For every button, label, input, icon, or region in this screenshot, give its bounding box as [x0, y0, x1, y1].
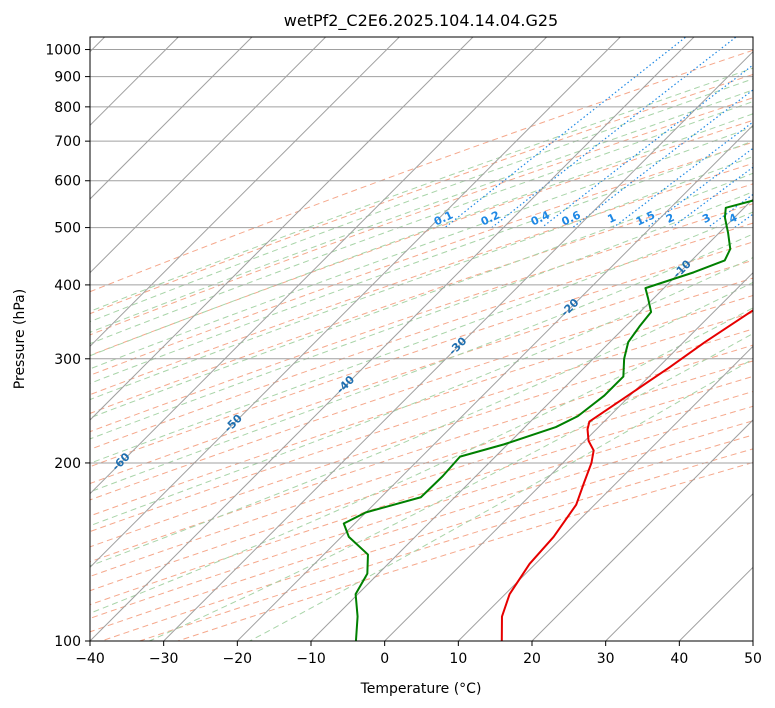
y-tick-label: 100	[54, 634, 81, 650]
dry-adiabat	[90, 203, 753, 433]
isotherm-line	[236, 124, 753, 641]
dry-adiabat	[90, 49, 753, 293]
y-tick-label: 600	[54, 174, 81, 190]
dry-adiabat	[90, 328, 753, 548]
mixing-ratio-line	[671, 166, 753, 229]
mixing-ratio-line	[541, 64, 753, 229]
isobars	[90, 49, 753, 641]
x-axis-label: Temperature (°C)	[360, 681, 482, 697]
mixing-ratio-line	[612, 121, 753, 229]
moist-adiabat	[90, 191, 753, 440]
isotherm-line	[90, 37, 695, 641]
y-tick-label: 900	[54, 70, 81, 86]
y-tick-label: 300	[54, 352, 81, 368]
x-tick-label: 0	[380, 651, 389, 667]
mixing-ratio-line	[491, 37, 738, 229]
mixing-ratio-lines	[444, 37, 753, 229]
dry-adiabat	[90, 241, 753, 468]
x-tick-label: 40	[670, 651, 688, 667]
dry-adiabat	[90, 390, 753, 606]
moist-adiabat	[149, 333, 753, 641]
isotherm-line	[90, 37, 327, 274]
moist-adiabat	[90, 172, 753, 419]
y-tick-label: 700	[54, 134, 81, 150]
isotherm-line	[162, 50, 753, 641]
isotherm-line	[90, 37, 474, 421]
x-tick-label: −30	[149, 651, 179, 667]
moist-adiabat	[90, 89, 753, 333]
plot-frame	[89, 36, 754, 642]
moist-adiabat	[90, 281, 753, 567]
dry-adiabat	[90, 311, 753, 533]
isotherm-line	[310, 198, 753, 641]
dewpoint-profile	[342, 199, 753, 641]
dry-adiabat	[90, 73, 753, 315]
moist-adiabat	[90, 126, 753, 370]
dry-adiabat	[176, 461, 753, 641]
y-tick-label: 400	[54, 278, 81, 294]
moist-adiabat	[249, 358, 753, 641]
isotherm-line	[90, 37, 401, 348]
chart-title: wetPf2_C2E6.2025.104.14.04.G25	[284, 11, 558, 31]
isotherm-line	[383, 271, 753, 641]
dry-adiabat	[90, 420, 753, 633]
x-tick-label: −20	[223, 651, 253, 667]
dry-adiabat	[90, 97, 753, 336]
y-axis-label: Pressure (hPa)	[12, 289, 28, 389]
y-tick-label: 1000	[45, 43, 81, 59]
x-tick-label: 30	[597, 651, 615, 667]
moist-adiabat	[90, 233, 753, 493]
isotherms	[90, 37, 753, 641]
x-tick-label: 50	[744, 651, 762, 667]
isotherm-line	[90, 37, 548, 495]
x-tick-label: 10	[449, 651, 467, 667]
isotherm-line	[90, 37, 253, 200]
dry-adiabat	[90, 222, 753, 450]
isotherm-line	[90, 37, 622, 569]
isotherm-line	[531, 419, 753, 641]
dry-adiabat	[90, 183, 753, 414]
x-tick-label: −40	[75, 651, 105, 667]
x-tick-label: 20	[523, 651, 541, 667]
dry-adiabat	[90, 405, 753, 619]
x-axis-ticks: −40 −30 −20 −10 0 10 20 30 40 50	[75, 641, 762, 667]
mixing-ratio-line	[444, 37, 687, 229]
y-tick-label: 800	[54, 100, 81, 116]
y-axis-ticks: 1000 900 800 700 600 500 400 300 200 100	[45, 43, 90, 650]
isotherm-line	[604, 492, 753, 641]
y-tick-label: 200	[54, 456, 81, 472]
y-tick-label: 500	[54, 221, 81, 237]
moist-adiabat	[90, 67, 753, 312]
temperature-profile	[500, 309, 753, 641]
moist-adiabat	[90, 307, 753, 614]
dry-adiabat	[90, 360, 753, 577]
sounding-profiles	[342, 199, 753, 641]
x-tick-label: −10	[296, 651, 326, 667]
dry-adiabats	[90, 49, 753, 641]
dry-adiabat	[90, 344, 753, 563]
moist-adiabat	[90, 113, 753, 357]
